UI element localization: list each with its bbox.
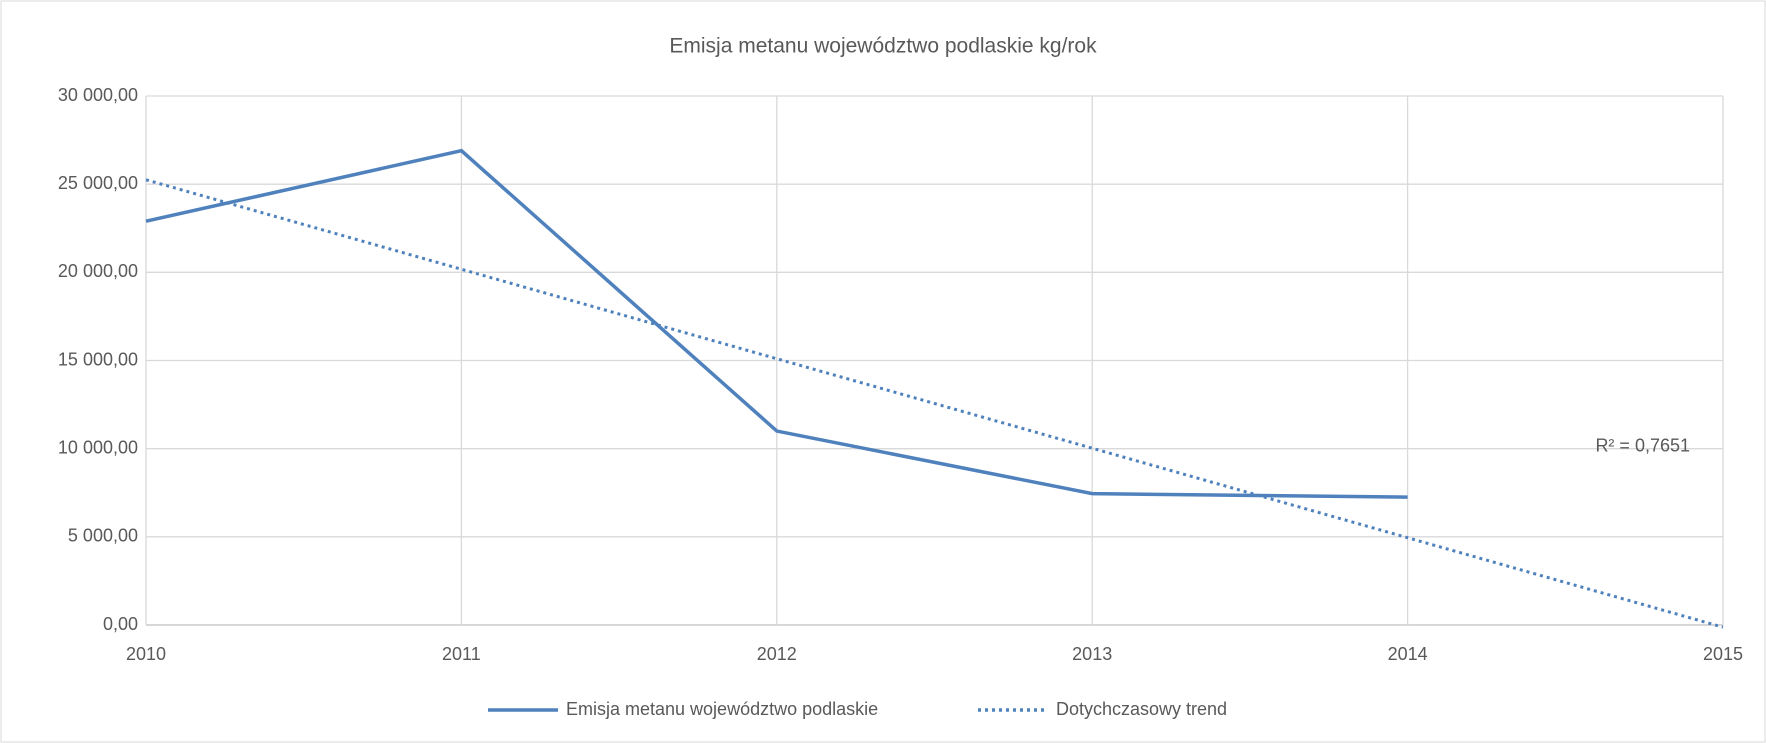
y-tick-label: 5 000,00 (68, 526, 138, 546)
y-tick-label: 25 000,00 (58, 173, 138, 193)
legend-label: Dotychczasowy trend (1056, 699, 1227, 719)
x-tick-label: 2010 (126, 644, 166, 664)
y-tick-label: 0,00 (103, 614, 138, 634)
y-tick-label: 30 000,00 (58, 85, 138, 105)
series-line (145, 178, 1724, 629)
annotation: R² = 0,7651 (1595, 435, 1690, 455)
x-tick-label: 2014 (1388, 644, 1428, 664)
y-tick-label: 20 000,00 (58, 261, 138, 281)
chart-title: Emisja metanu województwo podlaskie kg/r… (669, 35, 1097, 58)
x-tick-label: 2013 (1072, 644, 1112, 664)
y-tick-label: 15 000,00 (58, 349, 138, 369)
x-tick-label: 2011 (442, 644, 481, 664)
x-tick-label: 2012 (757, 644, 797, 664)
x-tick-label: 2015 (1703, 644, 1743, 664)
y-tick-label: 10 000,00 (58, 437, 138, 457)
legend-label: Emisja metanu województwo podlaskie (566, 699, 878, 719)
series-line (145, 148, 1408, 499)
